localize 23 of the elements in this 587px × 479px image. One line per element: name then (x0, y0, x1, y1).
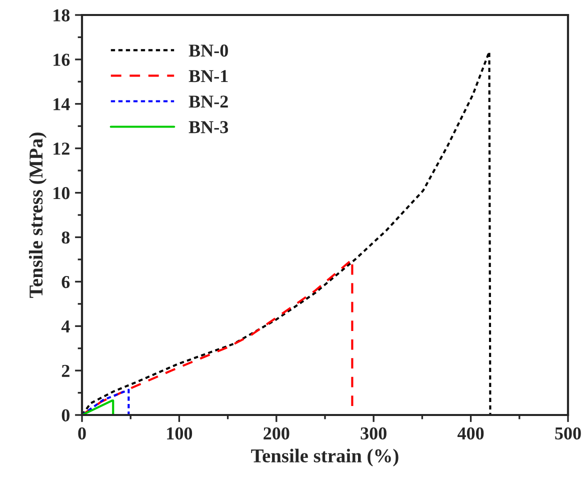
y-tick-label: 16 (54, 54, 70, 66)
y-tick-label: 14 (54, 98, 70, 110)
legend-label: BN-1 (188, 70, 228, 82)
y-tick-label: 0 (62, 409, 70, 422)
legend-label: BN-3 (188, 121, 228, 134)
y-tick-label: 18 (54, 9, 70, 22)
y-tick-label: 6 (62, 276, 70, 288)
y-tick-label: 4 (61, 320, 70, 332)
y-tick-label: 10 (54, 187, 70, 200)
x-tick-label: 300 (360, 427, 386, 440)
y-tick-label: 2 (62, 364, 70, 377)
legend-label: BN-0 (188, 44, 228, 57)
x-axis-title: Tensile strain (%) (251, 448, 398, 466)
x-tick-label: 400 (458, 427, 484, 440)
y-tick-label: 8 (62, 231, 70, 244)
line-series (82, 258, 354, 415)
legend-label: BN-2 (188, 96, 228, 108)
x-tick-label: 100 (167, 427, 192, 440)
y-axis-title: Tensile stress (MPa) (28, 132, 47, 298)
x-tick-label: 500 (555, 427, 581, 440)
x-tick-label: 0 (78, 427, 86, 440)
x-tick-label: 200 (264, 427, 290, 440)
y-tick-label: 12 (54, 142, 70, 155)
